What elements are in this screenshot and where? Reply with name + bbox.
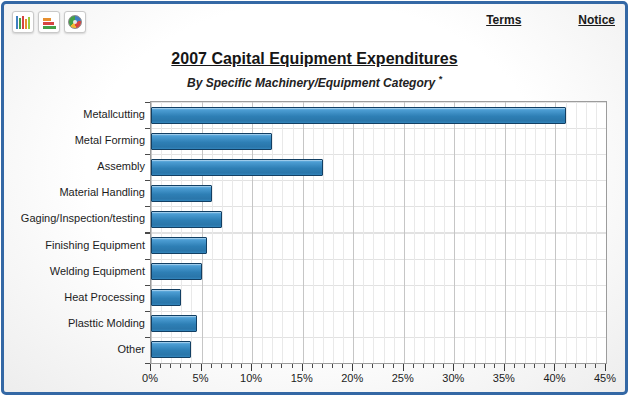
x-tick-label: 0% xyxy=(142,372,158,384)
x-tick-label: 30% xyxy=(442,372,464,384)
x-tick-label: 15% xyxy=(291,372,313,384)
bar xyxy=(151,289,181,306)
category-label: Material Handling xyxy=(10,179,145,205)
column-chart-icon xyxy=(16,16,30,29)
chart-widget-frame: Terms Notice 2007 Capital Equipment Expe… xyxy=(1,1,628,395)
bar xyxy=(151,341,191,358)
bar xyxy=(151,159,323,176)
y-axis-labels: MetallcuttingMetal FormingAssemblyMateri… xyxy=(10,101,145,362)
bar xyxy=(151,185,212,202)
bar xyxy=(151,263,202,280)
footnote-marker: * xyxy=(438,74,442,84)
category-label: Finishing Equipment xyxy=(10,232,145,258)
horizontal-bar-chart-icon xyxy=(43,16,56,29)
category-label: Heat Processing xyxy=(10,284,145,310)
column-chart-button[interactable] xyxy=(12,11,34,33)
terms-link[interactable]: Terms xyxy=(486,13,521,27)
x-tick-label: 5% xyxy=(193,372,209,384)
pie-chart-button[interactable] xyxy=(64,11,86,33)
chart-subtitle: By Specific Machinery/Equipment Category… xyxy=(4,74,625,90)
bar xyxy=(151,315,197,332)
bar xyxy=(151,237,207,254)
plot-area xyxy=(150,101,607,364)
x-axis-major-ticks xyxy=(150,364,607,371)
notice-link[interactable]: Notice xyxy=(578,13,615,27)
header-links: Terms Notice xyxy=(486,13,615,27)
category-label: Plasttic Molding xyxy=(10,310,145,336)
x-tick-label: 10% xyxy=(240,372,262,384)
x-tick-label: 20% xyxy=(341,372,363,384)
pie-chart-icon xyxy=(68,15,82,29)
bar xyxy=(151,211,222,228)
x-tick-label: 35% xyxy=(493,372,515,384)
bar xyxy=(151,133,272,150)
x-tick-label: 45% xyxy=(594,372,616,384)
chart-subtitle-text: By Specific Machinery/Equipment Category xyxy=(187,76,435,90)
category-label: Metal Forming xyxy=(10,127,145,153)
x-tick-label: 25% xyxy=(392,372,414,384)
bar xyxy=(151,107,566,124)
category-label: Metallcutting xyxy=(10,101,145,127)
horizontal-bar-chart-button[interactable] xyxy=(38,11,60,33)
chart-type-toolbar xyxy=(12,11,86,33)
category-label: Assembly xyxy=(10,153,145,179)
category-label: Welding Equipment xyxy=(10,258,145,284)
x-axis-labels: 0%5%10%15%20%25%30%35%40%45% xyxy=(150,372,607,386)
category-label: Other xyxy=(10,336,145,362)
chart-title: 2007 Capital Equipment Expenditures xyxy=(4,50,625,68)
x-tick-label: 40% xyxy=(543,372,565,384)
category-label: Gaging/Inspection/testing xyxy=(10,205,145,231)
